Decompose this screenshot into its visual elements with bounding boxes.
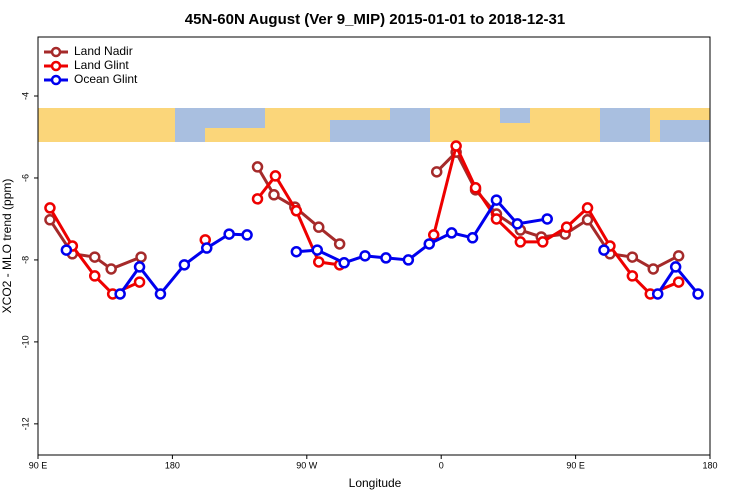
- x-axis-label: Longitude: [349, 476, 402, 490]
- data-point: [466, 232, 479, 244]
- data-point: [44, 214, 56, 226]
- data-point: [44, 202, 56, 214]
- y-tick-label: -10: [20, 335, 30, 348]
- data-point: [178, 259, 191, 271]
- y-tick-label: -8: [20, 256, 30, 264]
- x-tick-label: 180: [702, 460, 717, 470]
- data-point: [135, 251, 147, 263]
- data-point: [511, 218, 524, 230]
- legend-marker: [50, 60, 62, 72]
- legend-marker: [50, 46, 62, 58]
- data-point: [647, 263, 660, 275]
- data-point: [268, 189, 280, 201]
- y-tick-label: -12: [20, 417, 30, 430]
- data-point: [154, 288, 167, 300]
- data-point: [430, 166, 443, 178]
- data-point: [333, 238, 346, 250]
- data-point: [133, 261, 146, 273]
- data-point: [490, 194, 503, 206]
- legend-label: Land Glint: [74, 58, 129, 72]
- legend-label: Ocean Glint: [74, 72, 138, 86]
- legend-label: Land Nadir: [74, 44, 133, 58]
- data-point: [423, 238, 436, 250]
- x-tick-label: 90 E: [29, 460, 48, 470]
- y-tick-label: -4: [20, 92, 30, 100]
- data-point: [312, 256, 325, 268]
- data-point: [626, 251, 639, 263]
- data-point: [450, 140, 462, 152]
- data-point: [60, 244, 73, 256]
- y-tick-label: -6: [20, 174, 30, 182]
- legend-marker: [50, 74, 62, 86]
- data-point: [223, 228, 235, 240]
- data-point: [241, 229, 253, 241]
- data-point: [490, 213, 503, 225]
- x-tick-label: 0: [439, 460, 444, 470]
- chart-title: 45N-60N August (Ver 9_MIP) 2015-01-01 to…: [185, 11, 565, 28]
- data-point: [380, 252, 392, 264]
- data-point: [338, 257, 350, 269]
- data-point: [269, 170, 282, 182]
- data-point: [672, 250, 685, 262]
- data-point: [672, 276, 685, 288]
- data-point: [312, 221, 325, 233]
- data-point: [200, 242, 213, 254]
- data-point: [581, 214, 594, 226]
- data-point: [133, 276, 146, 288]
- data-point: [251, 193, 264, 205]
- data-point: [692, 288, 704, 300]
- data-point: [105, 263, 117, 275]
- data-point: [290, 205, 303, 217]
- x-tick-label: 90 E: [566, 460, 585, 470]
- data-point: [445, 227, 458, 239]
- data-point: [541, 213, 553, 225]
- data-point: [290, 245, 303, 258]
- data-point: [427, 229, 440, 241]
- x-tick-label: 90 W: [296, 460, 318, 470]
- data-point: [651, 288, 664, 300]
- data-point: [598, 244, 610, 256]
- plot-frame: [37, 36, 711, 456]
- data-point: [311, 244, 324, 256]
- y-axis-label: XCO2 - MLO trend (ppm): [0, 179, 14, 314]
- data-point: [469, 182, 482, 194]
- data-point: [88, 251, 101, 263]
- data-point: [626, 270, 639, 282]
- map-band: [38, 108, 710, 142]
- data-point: [581, 202, 594, 214]
- data-point: [669, 261, 682, 273]
- data-point: [560, 221, 573, 233]
- data-point: [402, 254, 415, 266]
- data-point: [359, 250, 371, 262]
- data-point: [536, 236, 549, 248]
- data-point: [114, 288, 126, 300]
- data-point: [514, 236, 527, 248]
- data-point: [251, 161, 264, 173]
- x-tick-label: 180: [165, 460, 180, 470]
- data-point: [88, 270, 101, 282]
